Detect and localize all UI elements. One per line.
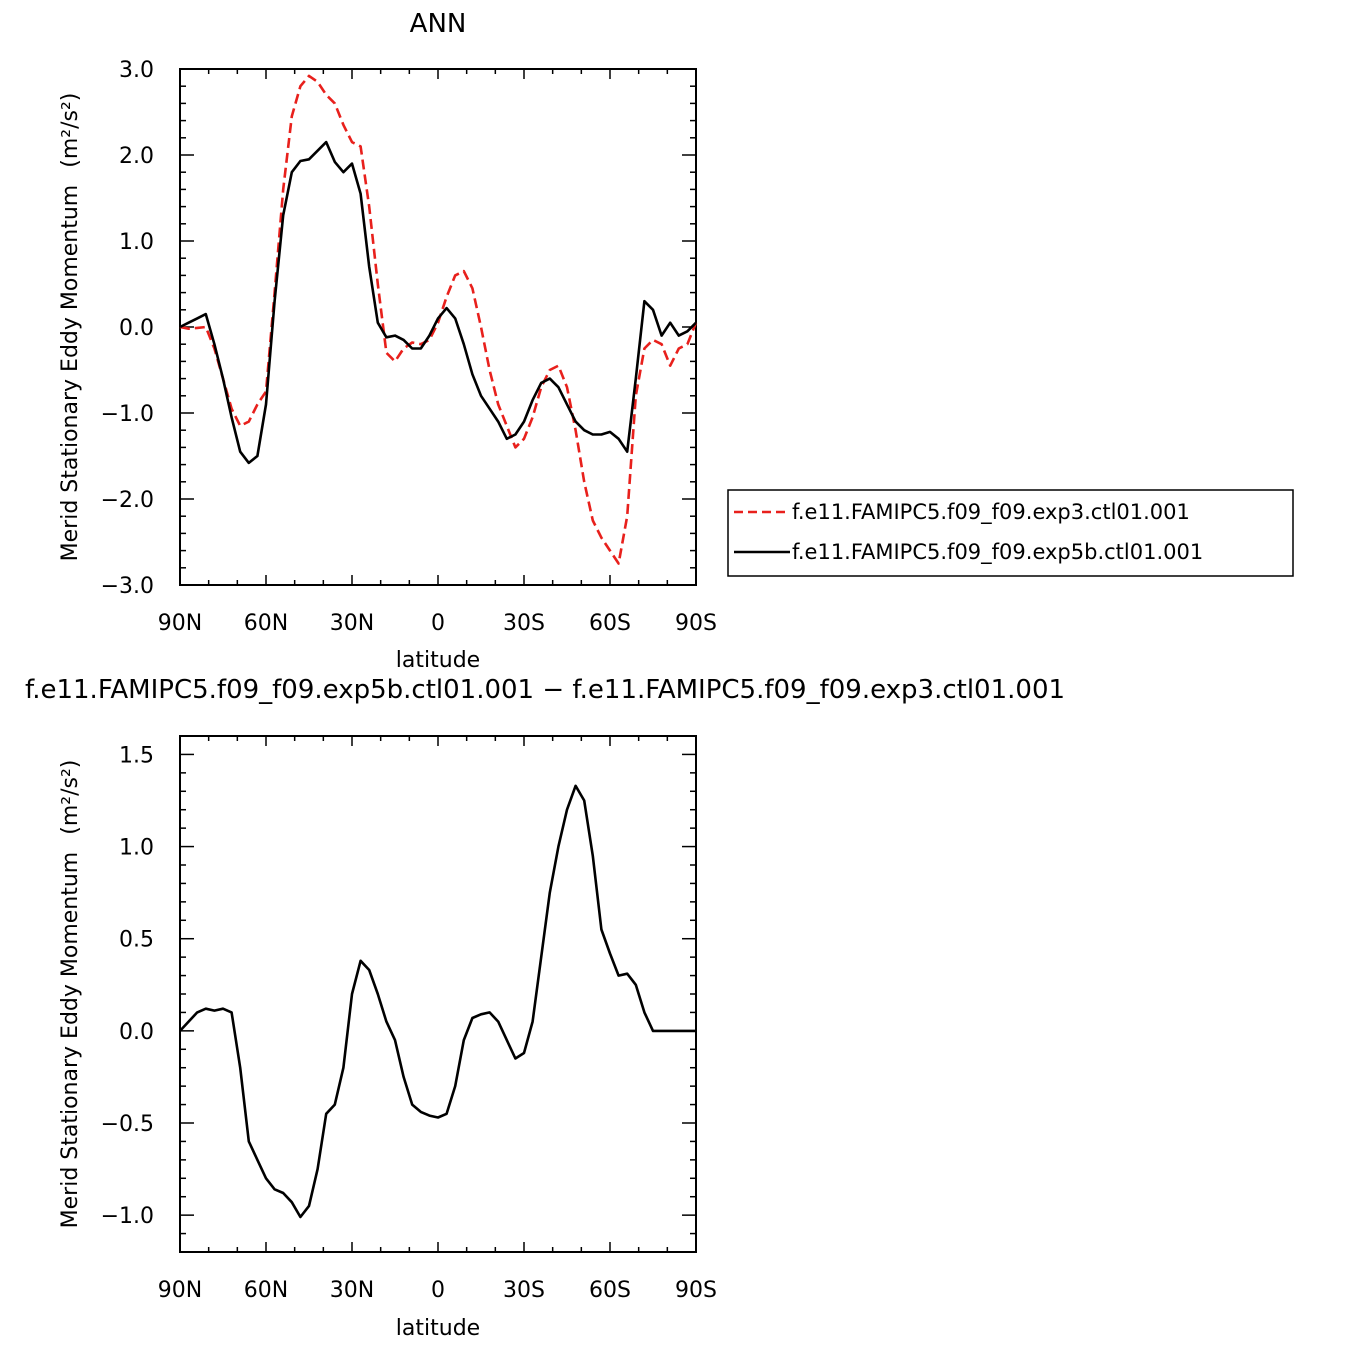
top-x-axis-label: latitude [396, 648, 480, 673]
top-chart-title: ANN [410, 9, 467, 39]
legend: f.e11.FAMIPC5.f09_f09.exp3.ctl01.001 f.e… [727, 489, 1294, 577]
bottom-panel: f.e11.FAMIPC5.f09_f09.exp5b.ctl01.001 − … [25, 675, 1065, 1341]
bottom-x-tick-label: 60S [589, 1278, 631, 1303]
bottom-y-tick-label: 1.5 [119, 743, 154, 768]
top-y-tick-label: 0.0 [119, 316, 154, 341]
top-y-tick-label: 2.0 [119, 144, 154, 169]
bottom-x-axis-label: latitude [396, 1316, 480, 1341]
top-x-tick-label: 90S [675, 611, 717, 636]
top-series-line-0 [179, 74, 698, 565]
top-y-axis-label-text: Merid Stationary Eddy Momentum [58, 185, 83, 562]
top-y-axis-units: (m²/s²) [58, 93, 83, 168]
bottom-x-tick-label: 30N [330, 1278, 374, 1303]
bottom-plot-frame [179, 735, 697, 1253]
legend-label-exp5b: f.e11.FAMIPC5.f09_f09.exp5b.ctl01.001 [792, 540, 1203, 565]
top-x-tick-label: 90N [158, 611, 202, 636]
legend-box [727, 489, 1294, 577]
top-y-tick-label: 3.0 [119, 58, 154, 83]
bottom-y-axis-label-text: Merid Stationary Eddy Momentum [58, 852, 83, 1229]
top-y-axis-label: Merid Stationary Eddy Momentum (m²/s²) [58, 93, 83, 562]
bottom-y-tick-label: 0.5 [119, 928, 154, 953]
top-plot-frame [179, 68, 697, 586]
bottom-x-tick-label: 30S [503, 1278, 545, 1303]
top-y-tick-label: 1.0 [119, 230, 154, 255]
bottom-x-axis: 90N 60N 30N 0 30S 60S 90S [158, 736, 717, 1303]
bottom-y-axis-units: (m²/s²) [58, 760, 83, 835]
bottom-series-group [179, 784, 696, 1219]
bottom-x-tick-label: 60N [244, 1278, 288, 1303]
bottom-series-line-0 [179, 784, 696, 1219]
top-x-axis: 90N 60N 30N 0 30S 60S 90S [158, 69, 717, 636]
top-x-tick-label: 60N [244, 611, 288, 636]
top-series-group [179, 74, 698, 565]
top-panel: ANN 90N 60N 30N 0 30S 60S 90S 3.0 2.0 1.0 0.0 −1.0… [58, 9, 1294, 673]
bottom-y-axis-label-group: Merid Stationary Eddy Momentum (m²/s²) [58, 760, 83, 1229]
top-x-tick-label: 30S [503, 611, 545, 636]
legend-label-exp3: f.e11.FAMIPC5.f09_f09.exp3.ctl01.001 [792, 500, 1190, 525]
bottom-x-tick-label: 90S [675, 1278, 717, 1303]
top-y-axis: 3.0 2.0 1.0 0.0 −1.0 −2.0 −3.0 [101, 58, 696, 599]
bottom-y-tick-label: 0.0 [119, 1020, 154, 1045]
bottom-y-axis-label: Merid Stationary Eddy Momentum (m²/s²) [58, 760, 83, 1229]
top-y-axis-label-group: Merid Stationary Eddy Momentum (m²/s²) [58, 93, 83, 562]
bottom-y-tick-label: −1.0 [101, 1204, 154, 1229]
top-series-line-1 [179, 140, 697, 465]
bottom-x-tick-label: 0 [431, 1278, 445, 1303]
bottom-chart-title: f.e11.FAMIPC5.f09_f09.exp5b.ctl01.001 − … [25, 675, 1065, 705]
top-x-tick-label: 0 [431, 611, 445, 636]
top-y-tick-label: −1.0 [101, 402, 154, 427]
bottom-y-tick-label: 1.0 [119, 836, 154, 861]
top-x-tick-label: 30N [330, 611, 374, 636]
top-x-tick-label: 60S [589, 611, 631, 636]
bottom-x-tick-label: 90N [158, 1278, 202, 1303]
bottom-y-axis: 1.5 1.0 0.5 0.0 −0.5 −1.0 [101, 735, 696, 1253]
top-y-tick-label: −2.0 [101, 488, 154, 513]
top-y-tick-label: −3.0 [101, 574, 154, 599]
bottom-y-tick-label: −0.5 [101, 1112, 154, 1137]
